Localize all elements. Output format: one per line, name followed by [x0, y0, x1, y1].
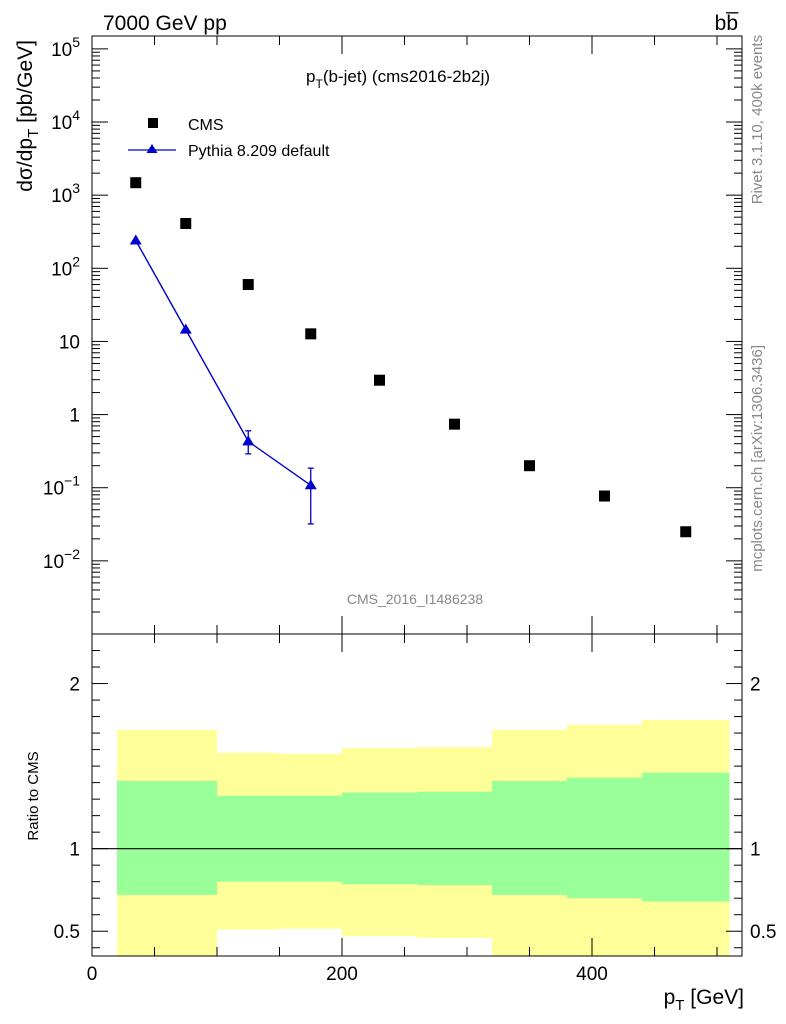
ratio-band-inner — [279, 795, 342, 882]
y-axis-label: dσ/dpT [pb/GeV] — [14, 40, 42, 192]
pythia-point — [304, 479, 317, 490]
pythia-point — [179, 323, 192, 334]
ratio-band-inner — [642, 772, 730, 902]
x-tick-label: 400 — [576, 964, 608, 985]
cms-point — [305, 328, 317, 340]
ratio-plot-frame — [91, 633, 743, 957]
ratio-y-tick-label-right: 1 — [750, 840, 761, 861]
cms-point — [180, 217, 192, 229]
pythia-point — [129, 234, 142, 245]
ratio-band-inner — [117, 780, 217, 895]
x-tick-label: 0 — [87, 964, 98, 985]
energy-label: 7000 GeV pp — [103, 12, 227, 35]
y-tick-label: 103 — [51, 180, 80, 207]
cms-point — [242, 279, 254, 291]
plot-title-sub: T — [315, 77, 323, 91]
cms-point — [130, 177, 142, 189]
y-tick-label: 102 — [51, 253, 80, 280]
y-tick-label: 10−2 — [43, 546, 80, 573]
process-label: bb̅ — [715, 12, 740, 35]
x-tick-label: 200 — [326, 964, 358, 985]
ratio-y-tick-label-right: 0.5 — [750, 922, 776, 943]
y-tick-label: 104 — [51, 107, 80, 134]
ratio-band-inner — [417, 791, 492, 885]
watermark: CMS_2016_I1486238 — [347, 591, 483, 607]
mcplots-label: mcplots.cern.ch [arXiv:1306.3436] — [749, 345, 766, 572]
legend-pythia-label: Pythia 8.209 default — [188, 143, 330, 160]
rivet-label: Rivet 3.1.10, 400k events — [749, 35, 766, 204]
x-axis-label-sub: T — [675, 997, 684, 1014]
ratio-band-inner — [567, 777, 642, 899]
ratio-y-tick-label-right: 2 — [750, 675, 761, 696]
pythia-point — [242, 435, 255, 446]
cms-point — [680, 526, 692, 538]
ratio-band-inner — [492, 780, 567, 895]
x-axis-label-main: p — [664, 986, 676, 1009]
ratio-plot: 0 200 400 0.5 0.5 1 1 2 2 Ratio to CMS pT [GeV] — [25, 633, 776, 1014]
ratio-y-tick-label: 1 — [69, 840, 80, 861]
cms-point — [449, 418, 460, 430]
y-tick-label: 1 — [69, 406, 80, 427]
y-axis-label-main: dσ/dp — [14, 138, 37, 192]
y-axis-label-sub: T — [25, 129, 42, 138]
x-axis-label: pT [GeV] — [664, 986, 744, 1014]
plot-title-rest: (b-jet) (cms2016-2b2j) — [323, 67, 490, 86]
cms-point — [374, 374, 385, 386]
legend: CMS Pythia 8.209 default — [128, 117, 330, 160]
y-tick-label: 105 — [51, 34, 80, 61]
legend-cms-label: CMS — [188, 117, 224, 134]
ratio-band-inner — [217, 795, 280, 882]
y-axis-label-rest: [pb/GeV] — [14, 40, 37, 129]
y-tick-label: 10 — [59, 332, 80, 353]
cms-point — [599, 490, 610, 502]
plot-title-main: p — [306, 67, 315, 86]
x-axis-label-rest: [GeV] — [684, 986, 744, 1009]
ratio-y-tick-label: 2 — [69, 675, 80, 696]
plot-title: pT(b-jet) (cms2016-2b2j) — [306, 67, 490, 91]
cms-point — [524, 460, 535, 472]
ratio-band-inner — [342, 792, 417, 885]
pythia-line — [135, 240, 312, 486]
legend-pythia-marker — [146, 144, 158, 153]
legend-cms-marker — [148, 118, 158, 128]
ratio-y-label: Ratio to CMS — [25, 751, 42, 840]
y-tick-label: 10−1 — [43, 473, 80, 500]
ratio-y-tick-label: 0.5 — [54, 922, 80, 943]
